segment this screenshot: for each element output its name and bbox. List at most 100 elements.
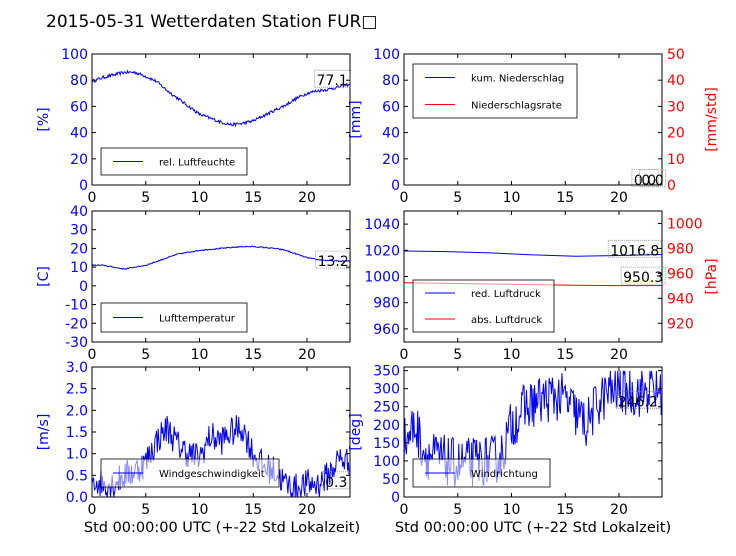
- y-tick-label-pressure-4: 1040: [364, 217, 400, 233]
- y-tick-label-windspeed-2: 1.0: [66, 447, 88, 463]
- legend-box-precipitation: [412, 63, 578, 119]
- legend-windspeed: Windgeschwindigkeit: [100, 458, 280, 488]
- last-value-box-windspeed-0: [322, 471, 350, 490]
- x-tick-label-precipitation-1: 5: [453, 190, 462, 206]
- y-right-tick-label-precipitation-2: 20: [667, 126, 685, 142]
- axes-frame-winddirection: [403, 366, 663, 498]
- last-value-box-winddirection-0: [615, 390, 661, 409]
- legend-label-windspeed-0: Windgeschwindigkeit: [159, 469, 265, 480]
- y-right-tick-label-precipitation-1: 10: [667, 152, 685, 168]
- x-tick-label-pressure-2: 10: [503, 347, 521, 363]
- x-tick-label-humidity-0: 0: [88, 190, 97, 206]
- x-tick-label-windspeed-3: 15: [244, 502, 262, 518]
- legend-temperature: Lufttemperatur: [100, 302, 248, 333]
- last-value-box-precipitation-0: [631, 169, 659, 188]
- y-right-tick-label-pressure-3: 980: [667, 241, 694, 257]
- y-right-tick-label-pressure-1: 940: [667, 291, 694, 307]
- x-tick-label-windspeed-2: 10: [191, 502, 209, 518]
- y-tick-label-winddirection-7: 350: [373, 364, 400, 380]
- y-tick-label-winddirection-2: 100: [373, 454, 400, 470]
- x-tick-label-precipitation-2: 10: [503, 190, 521, 206]
- y-tick-label-winddirection-0: 0: [391, 490, 400, 506]
- axes-frame-humidity: [91, 53, 351, 186]
- y-right-tick-label-precipitation-4: 40: [667, 73, 685, 89]
- y-tick-label-temperature-2: -10: [65, 298, 88, 314]
- x-tick-label-pressure-1: 5: [453, 347, 462, 363]
- y-axis-label-temperature: [C]: [36, 266, 52, 287]
- y-tick-label-humidity-4: 80: [70, 73, 88, 89]
- x-tick-label-pressure-0: 0: [400, 347, 409, 363]
- x-tick-label-humidity-2: 10: [191, 190, 209, 206]
- y-tick-label-temperature-4: 10: [70, 260, 88, 276]
- x-tick-label-winddirection-2: 10: [503, 502, 521, 518]
- x-tick-label-precipitation-3: 15: [556, 190, 574, 206]
- panel-windspeed: 0 5 10 15 20 0.0 0.5 1.0 1.5 2.0 2.5 3.0 [m/s] Windge…: [36, 360, 351, 518]
- y-tick-label-pressure-2: 1000: [364, 270, 400, 286]
- last-value-label-pressure-0: 1016.8: [610, 243, 659, 259]
- panel-pressure: 0 5 10 15 20 960 980 1000 1020 1040 920 940 960 980 10…: [364, 210, 720, 363]
- legend-humidity: rel. Luftfeuchte: [100, 147, 248, 176]
- y-tick-label-pressure-0: 960: [373, 322, 400, 338]
- y-right-tick-label-pressure-2: 960: [667, 266, 694, 282]
- series-line-humidity-0: [92, 69, 350, 128]
- last-value-label-temperature-0: 13.2: [318, 254, 349, 270]
- y-tick-label-winddirection-4: 200: [373, 418, 400, 434]
- panel-precipitation: 0 5 10 15 20 0 20 40 60 80 100 0 10 20 30 40 50 [mm] [mm/s…: [348, 47, 720, 206]
- x-tick-label-windspeed-4: 20: [298, 502, 316, 518]
- legend-label-pressure-1: abs. Luftdruck: [471, 315, 542, 326]
- x-tick-label-winddirection-3: 15: [556, 502, 574, 518]
- legend-box-winddirection: [412, 458, 551, 488]
- y-tick-label-windspeed-0: 0.0: [66, 490, 88, 506]
- legend-precipitation: kum. Niederschlag Niederschlagsrate: [412, 63, 578, 119]
- x-tick-label-humidity-4: 20: [298, 190, 316, 206]
- y-right-tick-label-pressure-0: 920: [667, 316, 694, 332]
- y-tick-label-winddirection-3: 150: [373, 436, 400, 452]
- legend-label-precipitation-1: Niederschlagsrate: [471, 101, 562, 112]
- x-tick-label-winddirection-4: 20: [610, 502, 628, 518]
- x-tick-label-windspeed-0: 0: [88, 502, 97, 518]
- panel-temperature: 0 5 10 15 20 -30 -20 -10 0 10 20 30 40 [C] Lufttempera…: [36, 204, 352, 363]
- y-tick-label-precipitation-1: 20: [382, 152, 400, 168]
- y-tick-label-temperature-0: -30: [65, 335, 88, 351]
- y-tick-label-winddirection-1: 50: [382, 472, 400, 488]
- x-tick-label-temperature-1: 5: [141, 347, 150, 363]
- y-tick-label-temperature-6: 30: [70, 223, 88, 239]
- x-tick-label-humidity-1: 5: [141, 190, 150, 206]
- y-tick-label-windspeed-5: 2.5: [66, 382, 88, 398]
- panel-humidity: 0 5 10 15 20 0 20 40 60 80 100 [%] rel. Luftfeuchte 7…: [36, 47, 351, 206]
- y-tick-label-pressure-1: 980: [373, 296, 400, 312]
- last-value-label-winddirection-0: 246.2: [618, 394, 658, 410]
- x-axis-label-right: Std 00:00:00 UTC (+-22 Std Lokalzeit): [395, 520, 671, 536]
- y-axis-label-winddirection: [deg]: [348, 413, 364, 450]
- last-value-box-pressure-1: [620, 266, 666, 285]
- legend-label-precipitation-0: kum. Niederschlag: [471, 74, 564, 85]
- y-tick-label-pressure-3: 1020: [364, 243, 400, 259]
- y-tick-label-windspeed-1: 0.5: [66, 468, 88, 484]
- y-tick-label-windspeed-4: 2.0: [66, 403, 88, 419]
- y-axis-label-windspeed: [m/s]: [36, 414, 52, 451]
- y-tick-label-precipitation-5: 100: [373, 47, 400, 63]
- y-tick-label-humidity-5: 100: [61, 47, 88, 63]
- y-tick-label-humidity-2: 40: [70, 126, 88, 142]
- x-tick-label-temperature-3: 15: [244, 347, 262, 363]
- last-value-box-precipitation-1: [639, 169, 667, 188]
- last-value-box-pressure-0: [607, 239, 662, 258]
- legend-box-pressure: [412, 279, 555, 333]
- x-tick-label-windspeed-1: 5: [141, 502, 150, 518]
- x-tick-label-temperature-4: 20: [298, 347, 316, 363]
- x-tick-label-pressure-3: 15: [556, 347, 574, 363]
- y-axis-right-label-pressure: [hPa]: [704, 258, 720, 294]
- last-value-label-precipitation-0: 0.0: [634, 173, 656, 189]
- y-axis-label-precipitation: [mm]: [348, 100, 364, 138]
- x-tick-label-temperature-2: 10: [191, 347, 209, 363]
- y-tick-label-temperature-5: 20: [70, 241, 88, 257]
- legend-winddirection: Windrichtung: [412, 458, 551, 488]
- panel-winddirection: 0 5 10 15 20050100150200250300350[deg]Windri…: [348, 364, 663, 518]
- x-tick-label-precipitation-0: 0: [400, 190, 409, 206]
- last-value-label-humidity-0: 77.1: [317, 73, 348, 89]
- last-value-label-windspeed-0: 0.3: [325, 475, 347, 491]
- y-tick-label-humidity-1: 20: [70, 152, 88, 168]
- x-tick-label-winddirection-1: 5: [453, 502, 462, 518]
- x-tick-label-temperature-0: 0: [88, 347, 97, 363]
